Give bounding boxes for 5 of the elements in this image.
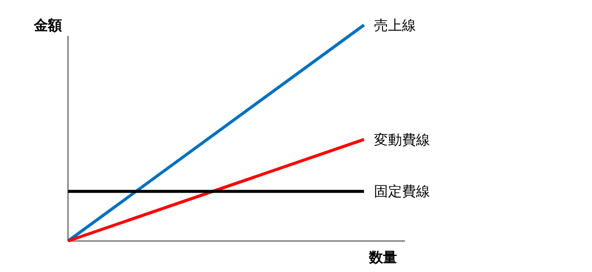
series-label: 売上線	[374, 18, 416, 34]
y-axis-title: 金額	[33, 17, 62, 34]
series-label: 変動費線	[374, 132, 430, 148]
series-label: 固定費線	[374, 184, 430, 200]
x-axis-title: 数量	[368, 250, 397, 266]
